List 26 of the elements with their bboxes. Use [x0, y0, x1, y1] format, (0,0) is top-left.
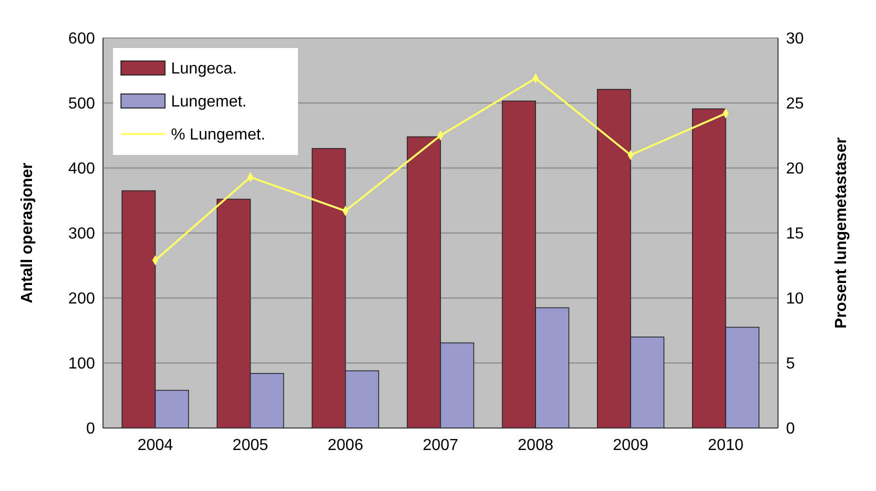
legend-label: Lungeca.	[171, 60, 237, 78]
y2-axis-title: Prosent lungemetastaser	[833, 137, 850, 329]
y-tick-label: 0	[86, 420, 96, 438]
y-tick-label: 200	[68, 290, 96, 308]
y2-tick-label: 15	[786, 226, 804, 243]
y-axis-title: Antall operasjoner	[19, 162, 36, 304]
y2-tick-label: 10	[786, 290, 804, 308]
y-tick-label: 600	[68, 30, 96, 48]
y-tick-label: 400	[68, 160, 96, 178]
y-tick-label: 300	[68, 226, 96, 243]
x-tick-label: 2004	[137, 437, 174, 454]
x-tick-label: 2007	[422, 437, 458, 454]
x-tick-label: 2006	[328, 437, 364, 454]
y2-tick-label: 5	[786, 356, 795, 373]
y-tick-label: 100	[68, 356, 96, 373]
y2-tick-label: 0	[786, 420, 795, 438]
x-tick-label: 2009	[612, 437, 649, 454]
legend-label: % Lungemet.	[171, 126, 266, 144]
y2-tick-label: 30	[786, 30, 804, 48]
legend-label: Lungemet.	[171, 94, 247, 111]
y-tick-label: 500	[68, 96, 96, 113]
x-tick-label: 2010	[708, 437, 744, 454]
x-tick-label: 2008	[518, 437, 554, 454]
y2-tick-label: 25	[786, 96, 804, 113]
y2-tick-label: 20	[786, 160, 804, 178]
x-tick-label: 2005	[232, 437, 268, 454]
